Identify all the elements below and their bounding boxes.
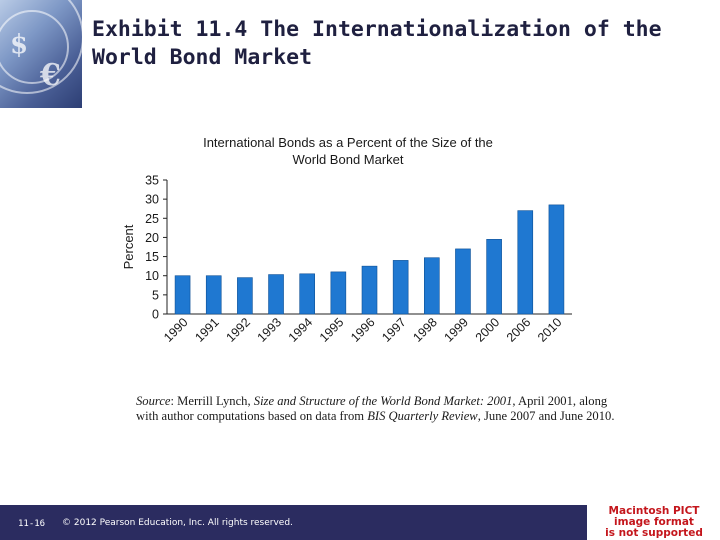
x-tick-label: 1998 [410, 315, 440, 345]
x-tick-label: 1997 [379, 315, 409, 345]
x-tick-label: 1999 [442, 315, 472, 345]
x-tick-label: 1992 [223, 315, 253, 345]
y-tick-label: 20 [145, 231, 159, 245]
y-tick-label: 35 [145, 174, 159, 188]
bar [174, 275, 191, 315]
chart-title-line: International Bonds as a Percent of the … [203, 135, 493, 150]
x-tick-label: 2000 [473, 315, 503, 345]
bar [330, 271, 347, 315]
bar [455, 248, 471, 315]
y-tick-label: 15 [145, 250, 159, 264]
slide-title-line: World Bond Market [92, 45, 313, 70]
y-tick-label: 30 [145, 193, 159, 207]
bar [424, 257, 440, 315]
bar [205, 275, 222, 315]
slide-title-line: Exhibit 11.4 The Internationalization of… [92, 17, 662, 42]
chart-title-line: World Bond Market [292, 152, 403, 167]
slide-number: 11-16 [18, 519, 46, 529]
globe-ring [0, 10, 69, 84]
unsupported-image-placeholder: Macintosh PICT image format is not suppo… [588, 505, 720, 540]
bar-chart: International Bonds as a Percent of the … [121, 135, 572, 345]
x-tick-label: 1996 [348, 315, 378, 345]
x-tick-label: 2010 [535, 315, 565, 345]
footer-bar [0, 505, 587, 540]
placeholder-text-line: Macintosh PICT [608, 505, 700, 517]
y-axis-label: Percent [121, 224, 136, 269]
y-tick-label: 25 [145, 212, 159, 226]
y-tick-label: 5 [152, 288, 159, 302]
dollar-glyph-icon: $ [10, 30, 29, 60]
source-text: , April 2001, along with author computat… [136, 394, 608, 423]
bar [361, 265, 378, 315]
x-tick-label: 2006 [504, 315, 534, 345]
source-text: : Merrill Lynch, [170, 394, 254, 408]
x-tick-label: 1995 [317, 315, 347, 345]
source-label: Source [136, 394, 171, 408]
copyright-notice: © 2012 Pearson Education, Inc. All right… [62, 518, 293, 528]
bar [237, 277, 253, 315]
x-tick-label: 1993 [255, 315, 285, 345]
bar [517, 210, 534, 315]
placeholder-text-line: is not supported [605, 527, 703, 539]
placeholder-text-line: image format [614, 516, 694, 528]
bar [268, 274, 284, 315]
y-tick-label: 10 [145, 269, 159, 283]
source-note: Source: Merrill Lynch, Size and Structur… [136, 394, 616, 424]
y-tick-label: 0 [152, 308, 159, 322]
bar [299, 273, 315, 315]
x-tick-label: 1991 [192, 315, 222, 345]
source-publication-title: Size and Structure of the World Bond Mar… [253, 394, 513, 408]
source-publication-title: BIS Quarterly Review [367, 409, 478, 423]
euro-glyph-icon: € [40, 58, 61, 93]
bar [548, 204, 565, 315]
corner-globe-art: $ € [0, 0, 82, 108]
x-tick-label: 1994 [286, 315, 316, 345]
x-tick-label: 1990 [161, 315, 191, 345]
bar [486, 239, 502, 315]
source-text: , June 2007 and June 2010. [477, 409, 615, 423]
slide-title: Exhibit 11.4 The Internationalization of… [92, 16, 702, 72]
bar [392, 260, 409, 315]
